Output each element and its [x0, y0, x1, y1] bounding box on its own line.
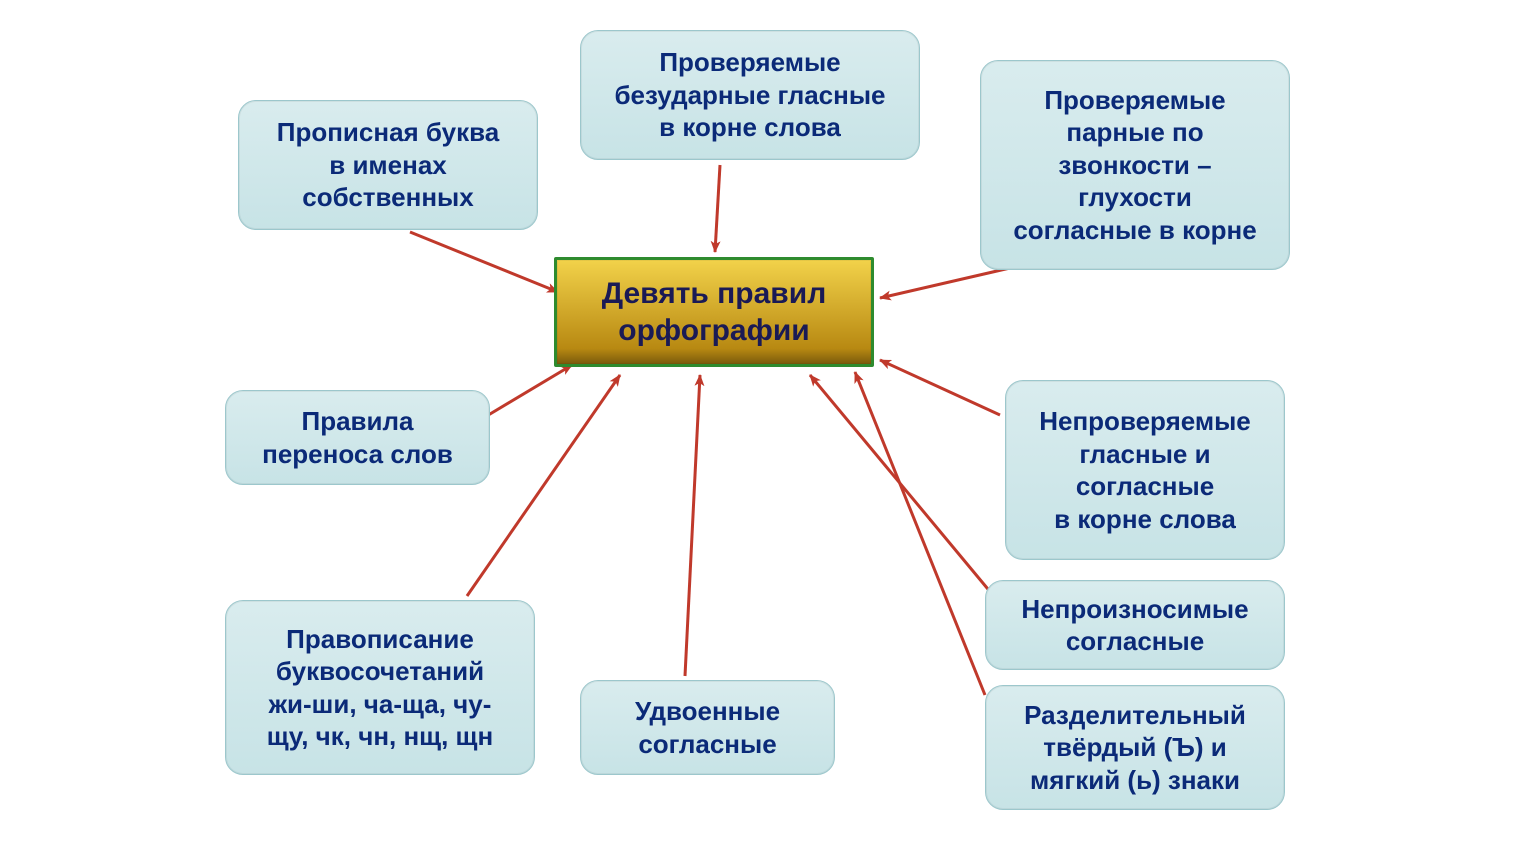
- diagram-stage: Девять правилорфографии Прописная буквав…: [0, 0, 1533, 864]
- center-label: Девять правилорфографии: [602, 275, 827, 350]
- rule-node-n2: Проверяемыебезударные гласныев корне сло…: [580, 30, 920, 160]
- rule-label: Удвоенныесогласные: [635, 695, 780, 760]
- rule-label: Разделительныйтвёрдый (Ъ) имягкий (ь) зн…: [1024, 699, 1246, 797]
- arrow-n6: [685, 375, 700, 676]
- rule-node-n4: Правилапереноса слов: [225, 390, 490, 485]
- rule-label: Правописаниебуквосочетанийжи-ши, ча-ща, …: [267, 623, 493, 753]
- rule-node-n8: Непроизносимыесогласные: [985, 580, 1285, 670]
- arrow-n9: [855, 372, 985, 695]
- rule-node-n1: Прописная буквав именахсобственных: [238, 100, 538, 230]
- rule-node-n9: Разделительныйтвёрдый (Ъ) имягкий (ь) зн…: [985, 685, 1285, 810]
- rule-node-n7: Непроверяемыегласные исогласныев корне с…: [1005, 380, 1285, 560]
- arrow-n8: [810, 375, 997, 600]
- rule-label: Правилапереноса слов: [262, 405, 453, 470]
- rule-label: Непроверяемыегласные исогласныев корне с…: [1039, 405, 1251, 535]
- arrow-n3: [880, 268, 1010, 298]
- rule-label: Проверяемыебезударные гласныев корне сло…: [614, 46, 885, 144]
- arrow-n1: [410, 232, 558, 292]
- arrow-n7: [880, 360, 1000, 415]
- arrow-n2: [715, 165, 720, 252]
- rule-label: Прописная буквав именахсобственных: [277, 116, 499, 214]
- rule-node-n6: Удвоенныесогласные: [580, 680, 835, 775]
- rule-label: Непроизносимыесогласные: [1021, 593, 1248, 658]
- center-node: Девять правилорфографии: [554, 257, 874, 367]
- rule-node-n5: Правописаниебуквосочетанийжи-ши, ча-ща, …: [225, 600, 535, 775]
- arrow-n4: [480, 365, 572, 420]
- rule-label: Проверяемыепарные позвонкости –глухостис…: [1013, 84, 1256, 247]
- rule-node-n3: Проверяемыепарные позвонкости –глухостис…: [980, 60, 1290, 270]
